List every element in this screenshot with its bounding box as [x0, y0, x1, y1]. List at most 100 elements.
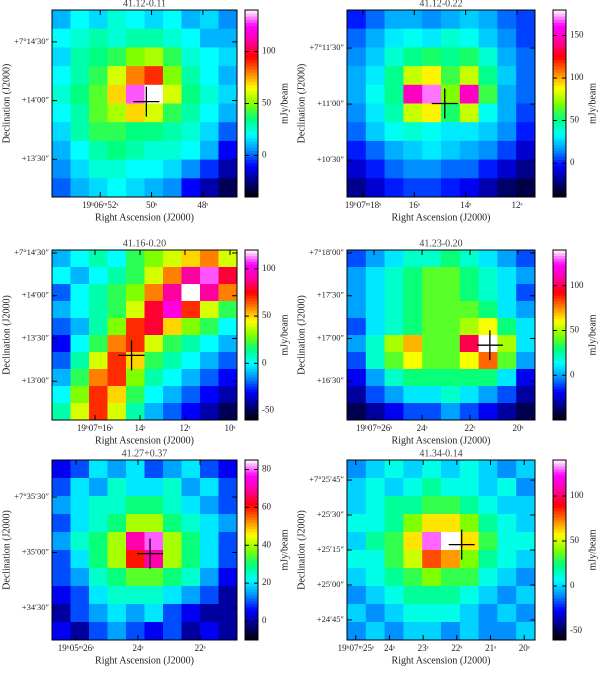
heatmap-cell	[126, 604, 145, 623]
heatmap-cell	[441, 335, 461, 353]
heatmap-cell	[52, 568, 71, 587]
colorbar-slice	[245, 326, 258, 330]
colorbar-slice	[245, 484, 258, 488]
heatmap-cell	[403, 122, 423, 142]
colorbar-slice	[245, 411, 258, 415]
colorbar-slice	[553, 547, 566, 551]
colorbar-slice	[245, 140, 258, 145]
colorbar-slice	[553, 66, 566, 70]
colorbar-slice	[245, 354, 258, 359]
colorbar-slice	[245, 272, 258, 276]
heatmap-cell	[478, 352, 498, 370]
heatmap-cell	[459, 514, 479, 533]
colorbar-slice	[553, 400, 566, 404]
colorbar-slice	[553, 125, 566, 129]
heatmap-cell	[347, 84, 367, 104]
heatmap-cell	[347, 568, 367, 587]
x-tick-label: 48ˢ	[197, 200, 208, 210]
heatmap-cell	[52, 284, 71, 302]
heatmap-cell	[163, 284, 182, 302]
colorbar-slice	[245, 100, 258, 104]
heatmap-cell	[441, 103, 461, 123]
colorbar-tick-label: 100	[570, 280, 584, 290]
colorbar-slice	[245, 565, 258, 569]
x-tick-label: 12ˢ	[512, 200, 523, 210]
colorbar-slice	[245, 147, 258, 151]
colorbar-slice	[553, 31, 566, 36]
heatmap-cell	[478, 403, 498, 421]
heatmap-cell	[52, 369, 71, 387]
heatmap-cell	[200, 496, 219, 515]
colorbar-slice	[245, 544, 258, 548]
colorbar-slice	[553, 360, 566, 364]
heatmap-cell	[200, 301, 219, 319]
heatmap-cell	[163, 604, 182, 623]
heatmap-cell	[107, 550, 127, 569]
heatmap-cell	[497, 369, 517, 387]
colorbar-slice	[553, 631, 566, 635]
heatmap-cell	[516, 122, 536, 142]
heatmap-cell	[478, 496, 498, 515]
heatmap-cell	[163, 140, 182, 160]
heatmap-cell	[200, 386, 219, 404]
colorbar-slice	[245, 187, 258, 192]
heatmap-cell	[89, 122, 108, 142]
colorbar-slice	[245, 377, 258, 381]
heatmap-cell	[365, 284, 385, 302]
heatmap-cell	[126, 335, 145, 353]
heatmap-cell	[107, 47, 127, 67]
colorbar-slice	[245, 284, 258, 288]
heatmap-cell	[497, 301, 517, 319]
heatmap-cell	[516, 532, 536, 551]
heatmap-cell	[441, 28, 461, 48]
colorbar-slice	[553, 298, 566, 302]
heatmap-cell	[163, 352, 182, 370]
heatmap-cell	[516, 66, 536, 86]
heatmap-cell	[441, 568, 461, 587]
heatmap-cell	[181, 550, 201, 569]
heatmap-cell	[497, 10, 517, 30]
heatmap-cell	[70, 335, 90, 353]
heatmap-cell	[422, 369, 442, 387]
heatmap-cell	[70, 514, 90, 533]
heatmap-cell	[384, 267, 404, 285]
heatmap-cell	[441, 622, 461, 641]
heatmap-cell	[441, 159, 461, 179]
heatmap-cell	[70, 103, 90, 123]
colorbar-slice	[245, 637, 258, 641]
heatmap-cell	[144, 369, 164, 387]
heatmap-cell	[384, 178, 404, 198]
x-tick-label: 14ˢ	[135, 423, 146, 433]
colorbar-slice	[245, 604, 258, 608]
colorbar-slice	[553, 97, 566, 101]
heatmap-cell	[218, 622, 238, 641]
colorbar-slice	[245, 131, 258, 136]
heatmap-cell	[459, 604, 479, 623]
heatmap-cell	[403, 301, 423, 319]
heatmap-cell	[384, 103, 404, 123]
heatmap-cell	[107, 369, 127, 387]
x-tick-label: 10ˢ	[225, 423, 236, 433]
heatmap-cell	[126, 28, 145, 48]
colorbar-slice	[553, 544, 566, 548]
colorbar-slice	[553, 380, 566, 384]
heatmap-cell	[459, 586, 479, 605]
colorbar-slice	[245, 172, 258, 176]
heatmap-cell	[218, 66, 238, 86]
heatmap-cell	[126, 478, 145, 497]
colorbar-slice	[245, 469, 258, 473]
heatmap-cell	[347, 301, 367, 319]
heatmap-cell	[441, 550, 461, 569]
panel-title: 41.27+0.37	[122, 448, 168, 459]
heatmap-cell	[478, 532, 498, 551]
heatmap-cell	[478, 122, 498, 142]
colorbar-slice	[245, 267, 258, 271]
heatmap-cell	[347, 10, 367, 30]
colorbar-slice	[245, 320, 258, 325]
heatmap-cell	[422, 250, 442, 268]
colorbar-slice	[553, 144, 566, 148]
colorbar-slice	[553, 502, 566, 506]
heatmap-cell	[384, 66, 404, 86]
heatmap-cell	[144, 550, 164, 569]
heatmap-cell	[459, 267, 479, 285]
